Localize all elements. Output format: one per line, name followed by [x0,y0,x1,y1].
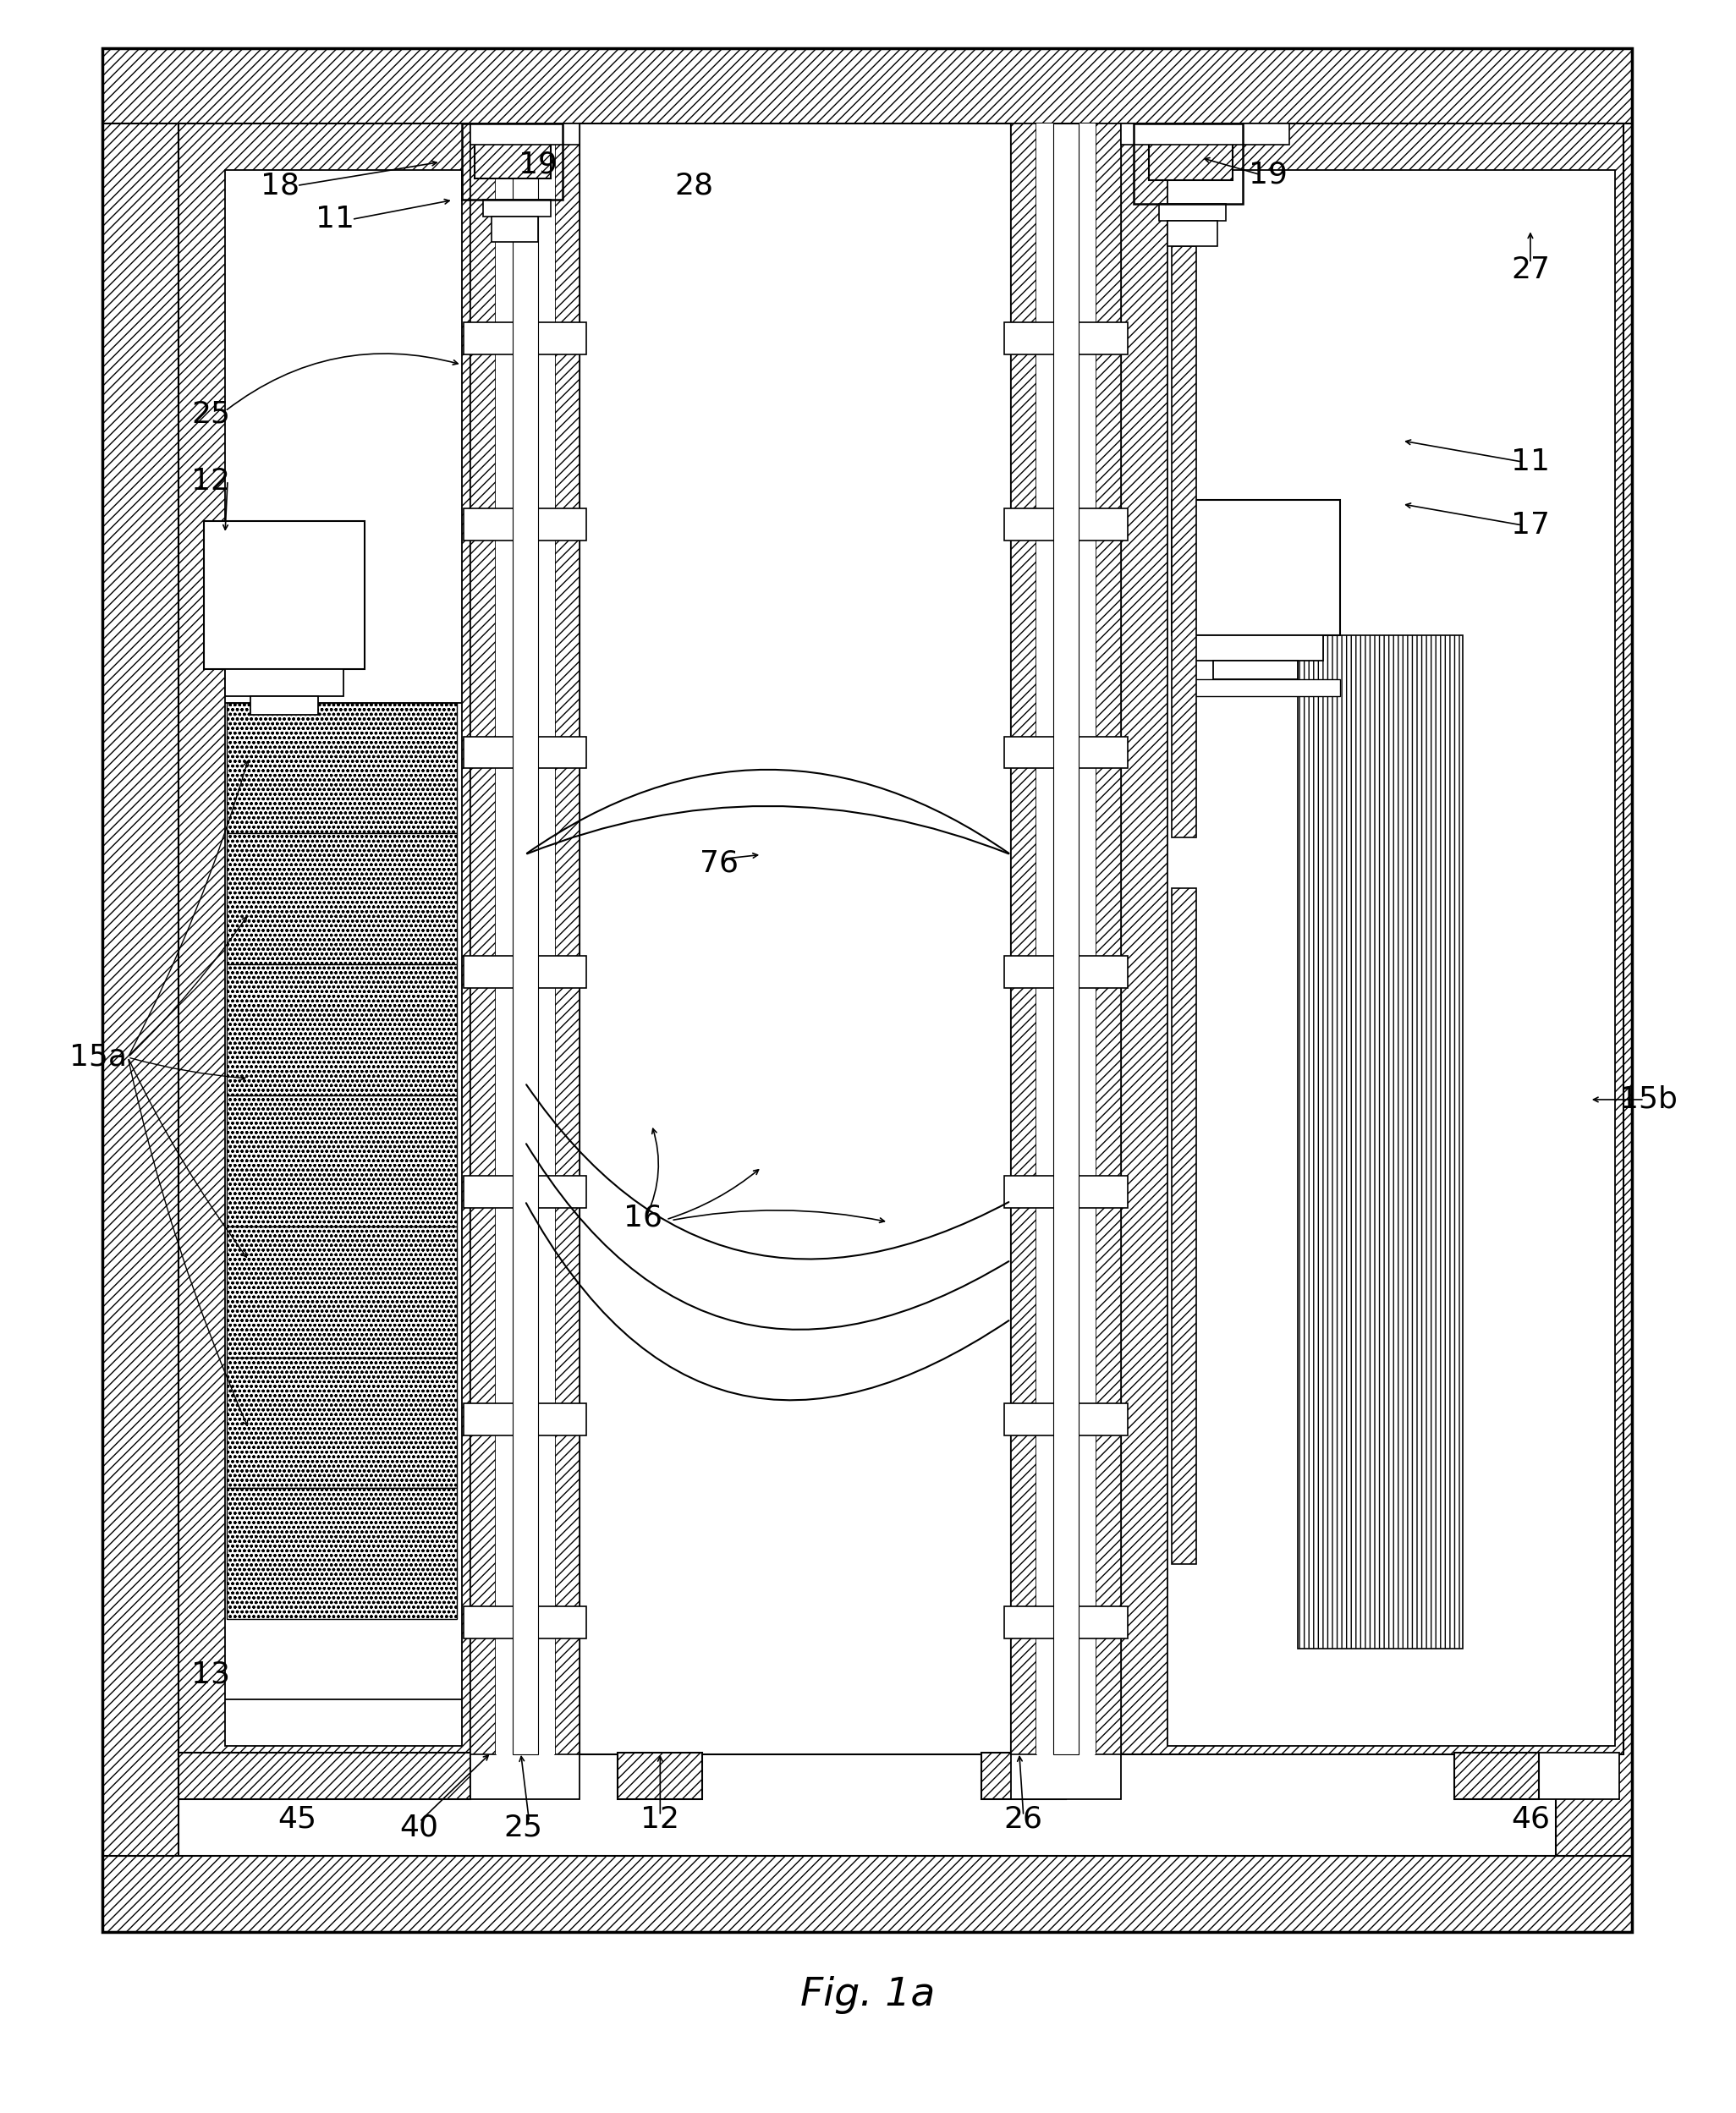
Bar [1003,509,1127,541]
Bar [1299,636,1463,1648]
Bar [495,125,554,1754]
Bar [102,1855,1632,1931]
Bar [981,1752,1066,1798]
Text: 11: 11 [1510,448,1550,475]
Bar [464,1403,587,1437]
Bar [1121,125,1623,1754]
Text: 19: 19 [1250,161,1288,188]
Text: 15b: 15b [1620,1086,1677,1114]
Bar [1003,1175,1127,1209]
Bar [179,1752,470,1798]
Bar [512,125,538,1754]
Bar [1003,1606,1127,1638]
Text: 28: 28 [675,171,713,201]
Bar [1095,125,1121,1754]
Bar [227,702,457,833]
Bar [1172,887,1196,1564]
Bar [554,125,580,1754]
Bar [1003,1403,1127,1437]
Text: 25: 25 [191,399,231,429]
Bar [470,1752,580,1798]
Bar [227,1095,457,1226]
Text: 18: 18 [260,171,300,201]
Text: 40: 40 [399,1813,439,1843]
Bar [1158,205,1226,222]
Bar [464,735,587,769]
Bar [1003,323,1127,355]
Bar [1010,1752,1121,1798]
Text: 12: 12 [191,467,231,497]
Bar [1455,1752,1538,1798]
Bar [1134,125,1243,205]
Text: 17: 17 [1510,511,1550,539]
Bar [1167,222,1217,247]
Bar [1187,636,1323,661]
Bar [1555,125,1632,1855]
Bar [1003,955,1127,989]
Bar [227,964,457,1095]
Bar [1213,661,1299,678]
Bar [470,125,495,1754]
Bar [464,509,587,541]
Text: 16: 16 [623,1204,663,1232]
Bar [227,1357,457,1488]
Bar [227,833,457,964]
Bar [470,125,580,146]
Text: 19: 19 [519,150,557,180]
Bar [1054,125,1078,1754]
Bar [102,49,1632,125]
Bar [464,323,587,355]
Bar [1036,125,1095,1754]
Bar [1003,735,1127,769]
Bar [1167,171,1614,1745]
Bar [227,1488,457,1619]
Text: 27: 27 [1510,256,1550,285]
Bar [102,125,179,1855]
Text: 76: 76 [700,849,740,877]
Bar [227,1226,457,1357]
Bar [226,171,462,1745]
Bar [464,955,587,989]
Bar [1121,125,1290,146]
Text: 15a: 15a [69,1044,127,1071]
Bar [580,125,1010,1754]
Text: 13: 13 [191,1659,231,1688]
Bar [203,522,365,670]
Bar [1538,1752,1620,1798]
Bar [483,201,550,218]
Bar [464,1606,587,1638]
Text: 11: 11 [316,205,354,235]
Text: 26: 26 [1003,1805,1043,1834]
Bar [618,1752,703,1798]
Bar [250,695,318,714]
Bar [1149,129,1233,180]
Bar [102,49,1632,1931]
Bar [464,1175,587,1209]
Text: 46: 46 [1510,1805,1550,1834]
Text: 45: 45 [278,1805,316,1834]
Bar [462,125,562,201]
Text: Fig. 1a: Fig. 1a [800,1976,936,2014]
Text: 12: 12 [641,1805,679,1834]
Bar [1172,247,1196,837]
Bar [1172,678,1340,695]
Bar [491,218,538,243]
Bar [1010,125,1036,1754]
Bar [474,129,550,180]
Text: 25: 25 [503,1813,543,1843]
Bar [1172,501,1340,636]
Bar [179,125,470,1754]
Bar [226,670,344,695]
